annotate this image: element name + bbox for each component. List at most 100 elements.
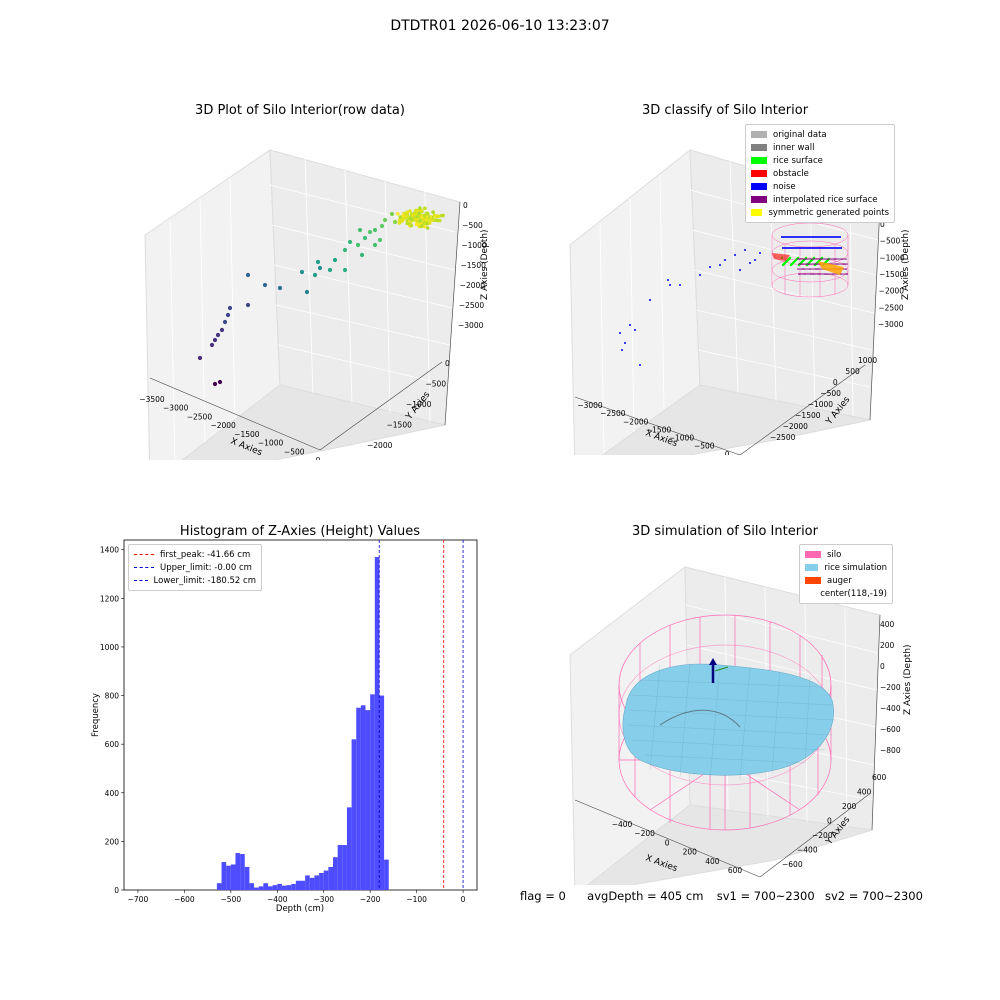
panel2-point (782, 262, 786, 266)
panel1-point (382, 217, 388, 223)
panel2-y-tick: 500 (845, 367, 860, 376)
panel2-legend-label: obstacle (773, 168, 809, 179)
panel2-title: 3D classify of Silo Interior (641, 103, 809, 118)
panel2-point (797, 268, 799, 270)
panel1-point (405, 210, 409, 214)
panel2-point (744, 249, 746, 251)
panel1-point (215, 332, 221, 338)
panel1-point (222, 319, 228, 325)
panel2-point (734, 254, 736, 256)
panel2-point (835, 258, 837, 260)
panel2-point (837, 258, 839, 260)
panel2-point (844, 263, 846, 265)
panel4-legend-label: rice simulation (824, 562, 887, 573)
panel1-x-tick: 0 (316, 456, 321, 460)
panel2-legend-label: noise (773, 181, 796, 192)
panel2-legend-entry: noise (751, 180, 889, 193)
panel2-point (798, 247, 800, 249)
panel2-y-tick: −2000 (783, 422, 809, 431)
panel2-point (819, 236, 821, 238)
panel2-point (759, 252, 761, 254)
histogram-plot-area (123, 539, 478, 891)
histogram-bar (365, 710, 371, 890)
panel2-legend: original data inner wall rice surface obsta… (745, 124, 895, 223)
panel1-point (212, 337, 218, 343)
histogram-bar (244, 866, 250, 890)
panel1-point (219, 327, 225, 333)
histogram-bar (370, 694, 375, 890)
panel2-point (802, 263, 804, 265)
histogram-bar (337, 845, 343, 890)
panel2-point (837, 236, 839, 238)
panel2-point (801, 268, 803, 270)
panel1-point (245, 272, 251, 278)
panel2-x-tick: −1000 (669, 434, 695, 443)
panel4-y-tick: −200 (812, 831, 833, 840)
histogram-bar (281, 885, 287, 891)
panel2-point (818, 261, 844, 275)
panel2-legend-entry: obstacle (751, 167, 889, 180)
panel2-x-tick: −2000 (623, 417, 649, 426)
panel2-point (629, 324, 631, 326)
panel2-point (812, 273, 814, 275)
panel2-z-tick: −1500 (879, 270, 905, 279)
panel2-point (781, 236, 783, 238)
panel1-point (367, 229, 373, 235)
panel2-point (793, 236, 795, 238)
panel2-point (669, 284, 671, 286)
panel2-point (839, 258, 841, 260)
panel1-point (332, 257, 338, 263)
histogram-bars (216, 557, 389, 891)
panel2-point (812, 247, 814, 249)
panel2-point (831, 236, 833, 238)
panel2-point (820, 247, 822, 249)
panel1-point (417, 211, 421, 216)
panel1-point (357, 227, 363, 233)
panel3-legend-entry: first_peak: -41.66 cm (134, 548, 256, 561)
panel2-point (845, 268, 847, 270)
panel1-point (227, 305, 233, 311)
panel2-point (836, 247, 838, 249)
panel2-point (836, 263, 838, 265)
panel3-legend: first_peak: -41.66 cm Upper_limit: -0.00 … (128, 544, 262, 591)
panel3-legend-line (134, 554, 154, 555)
histogram-bar (319, 872, 324, 890)
panel2-point (811, 258, 813, 260)
panel2-point (807, 268, 809, 270)
panel2-point (803, 258, 805, 260)
panel2-point (822, 247, 824, 249)
panel1-point (413, 212, 418, 217)
panel2-legend-swatch (751, 196, 767, 203)
panel4-legend: silo rice simulation auger center(118,-19) (799, 544, 893, 604)
histogram-bar (305, 875, 310, 890)
rice-surface-mesh (627, 662, 836, 781)
panel2-point (845, 258, 847, 260)
panel2-point (846, 263, 848, 265)
panel2-point (799, 268, 801, 270)
panel1-point (422, 214, 427, 218)
histogram-xlabel: Depth (cm) (276, 904, 324, 914)
panel4-x-tick: 200 (683, 848, 698, 857)
status-sv1: sv1 = 700~2300 (716, 889, 815, 903)
panel2-point (820, 273, 822, 275)
histogram-bar (216, 883, 222, 890)
panel2-point (791, 236, 793, 238)
panel2-z-tick: −1000 (879, 253, 905, 262)
panel1-point (342, 247, 348, 253)
panel1-z-tick: −3000 (458, 321, 484, 330)
pane-grid (599, 160, 879, 454)
panel2-point (795, 236, 797, 238)
panel4-y-tick: 200 (842, 802, 857, 811)
panel3-legend-label: Upper_limit: -0.00 cm (160, 562, 252, 573)
panel2-point (817, 268, 819, 270)
histogram-bar (384, 859, 389, 890)
panel4-legend-label: silo (827, 549, 842, 560)
panel2-point (784, 247, 786, 249)
panel1-point (362, 235, 368, 241)
histogram-bar (379, 695, 385, 890)
panel1-point (217, 379, 223, 385)
histogram-bar (356, 707, 361, 890)
histogram-bar (254, 887, 259, 890)
panel2-z-tick: 0 (880, 220, 885, 229)
histogram-bar (272, 885, 278, 890)
